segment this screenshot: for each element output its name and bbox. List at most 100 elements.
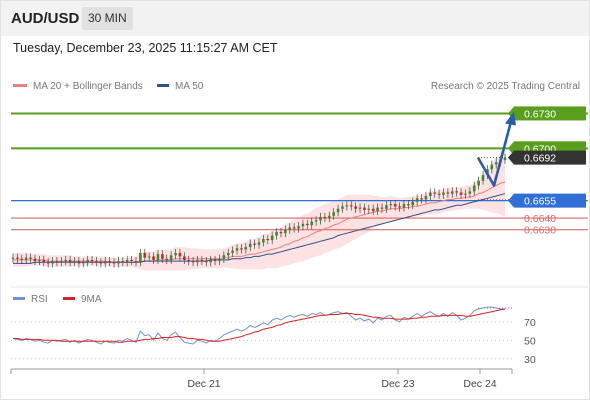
candle-body — [349, 205, 353, 207]
candle-body — [204, 261, 208, 263]
candle-body — [183, 256, 186, 260]
candle-body — [336, 208, 340, 213]
candle-body — [380, 207, 384, 209]
candle-body — [389, 204, 393, 206]
candle-body — [411, 201, 415, 206]
candle-body — [95, 261, 98, 263]
candle-body — [455, 191, 458, 193]
candle-body — [433, 192, 437, 194]
candle-body — [187, 259, 191, 262]
level-tag-arrow — [508, 141, 514, 156]
candle-body — [275, 232, 278, 236]
candle-body — [51, 261, 54, 264]
candle-body — [494, 162, 498, 165]
candle-body — [169, 255, 173, 260]
candle-body — [231, 250, 234, 253]
candle-body — [477, 180, 480, 186]
candle-body — [125, 259, 129, 263]
candle-body — [24, 257, 28, 260]
candle-body — [345, 205, 349, 207]
rsi-line — [12, 306, 506, 345]
x-tick-label: Dec 21 — [187, 378, 220, 390]
instrument-title: AUD/USD — [11, 10, 80, 27]
candle-body — [429, 192, 432, 196]
candle-body — [42, 259, 46, 263]
candle-body — [288, 227, 292, 230]
candle-body — [415, 198, 419, 202]
candle-body — [174, 252, 177, 256]
candle-body — [130, 259, 133, 262]
ma20-line — [13, 181, 506, 263]
candle-body — [371, 208, 375, 212]
bollinger-band — [13, 147, 505, 271]
legend-rsi: RSI — [13, 294, 48, 305]
candle-body — [178, 252, 182, 257]
candle-body — [446, 192, 450, 194]
candle-body — [152, 256, 155, 260]
legend-9ma-label: 9MA — [81, 294, 102, 305]
candle-body — [253, 243, 256, 245]
candle-body — [279, 232, 283, 234]
candle-body — [262, 238, 265, 243]
rsi-tick-label: 50 — [524, 335, 536, 347]
level-tag-resistance — [514, 106, 586, 121]
candle-body — [11, 257, 15, 259]
legend-ma50-label: MA 50 — [175, 81, 204, 92]
ma50-swatch — [157, 83, 169, 87]
candle-body — [297, 226, 300, 229]
rsi-9ma-line — [13, 308, 506, 343]
level-tag-arrow — [508, 193, 514, 208]
level-label-pivot: 0.6655 — [524, 196, 556, 208]
candle-body — [156, 254, 160, 260]
candle-body — [20, 258, 24, 260]
legend-ma20: MA 20 + Bollinger Bands — [13, 81, 143, 92]
x-tick-label: Dec 24 — [463, 378, 496, 390]
credit: Research © 2025 Trading Central — [430, 81, 580, 92]
candle-body — [270, 235, 274, 241]
level-tag-arrow — [508, 150, 514, 165]
candle-body — [284, 229, 287, 234]
ma50-line — [13, 193, 506, 264]
candle-body — [327, 215, 331, 219]
timestamp: Tuesday, December 23, 2025 11:15:27 AM C… — [13, 41, 278, 55]
candle-body — [398, 206, 401, 208]
timeframe-button[interactable]: 30 MIN — [82, 7, 133, 30]
candle-body — [248, 243, 252, 248]
candle-body — [33, 258, 37, 262]
candle-body — [301, 223, 305, 227]
candle-body — [323, 216, 327, 219]
candle-body — [77, 261, 81, 264]
candle-body — [503, 157, 507, 160]
candle-body — [244, 247, 248, 250]
candle-body — [16, 257, 19, 259]
candle-body — [376, 207, 379, 212]
candle-body — [310, 221, 314, 226]
candle-body — [143, 252, 147, 258]
candle-body — [165, 258, 169, 260]
candle-body — [38, 259, 41, 262]
candle-body — [161, 254, 164, 259]
candle-body — [60, 261, 63, 263]
candle-body — [424, 195, 428, 200]
candle-body — [112, 262, 116, 264]
candle-body — [367, 208, 371, 210]
candle-body — [121, 261, 125, 263]
candle-body — [407, 204, 410, 206]
candle-body — [73, 261, 76, 263]
candle-body — [46, 262, 50, 264]
candle-body — [363, 207, 366, 210]
candle-body — [319, 216, 322, 221]
candle-body — [402, 204, 406, 208]
candle-body — [266, 238, 270, 241]
candle-body — [200, 259, 204, 262]
candle-body — [139, 252, 142, 263]
candle-body — [64, 259, 68, 262]
candle-body — [218, 258, 221, 262]
legend-9ma: 9MA — [63, 294, 102, 305]
candle-body — [472, 185, 476, 192]
rsi-tick-label: 70 — [524, 317, 536, 329]
candle-body — [134, 261, 138, 263]
level-label-support: 0.6640 — [524, 213, 556, 225]
candle-body — [257, 242, 261, 245]
